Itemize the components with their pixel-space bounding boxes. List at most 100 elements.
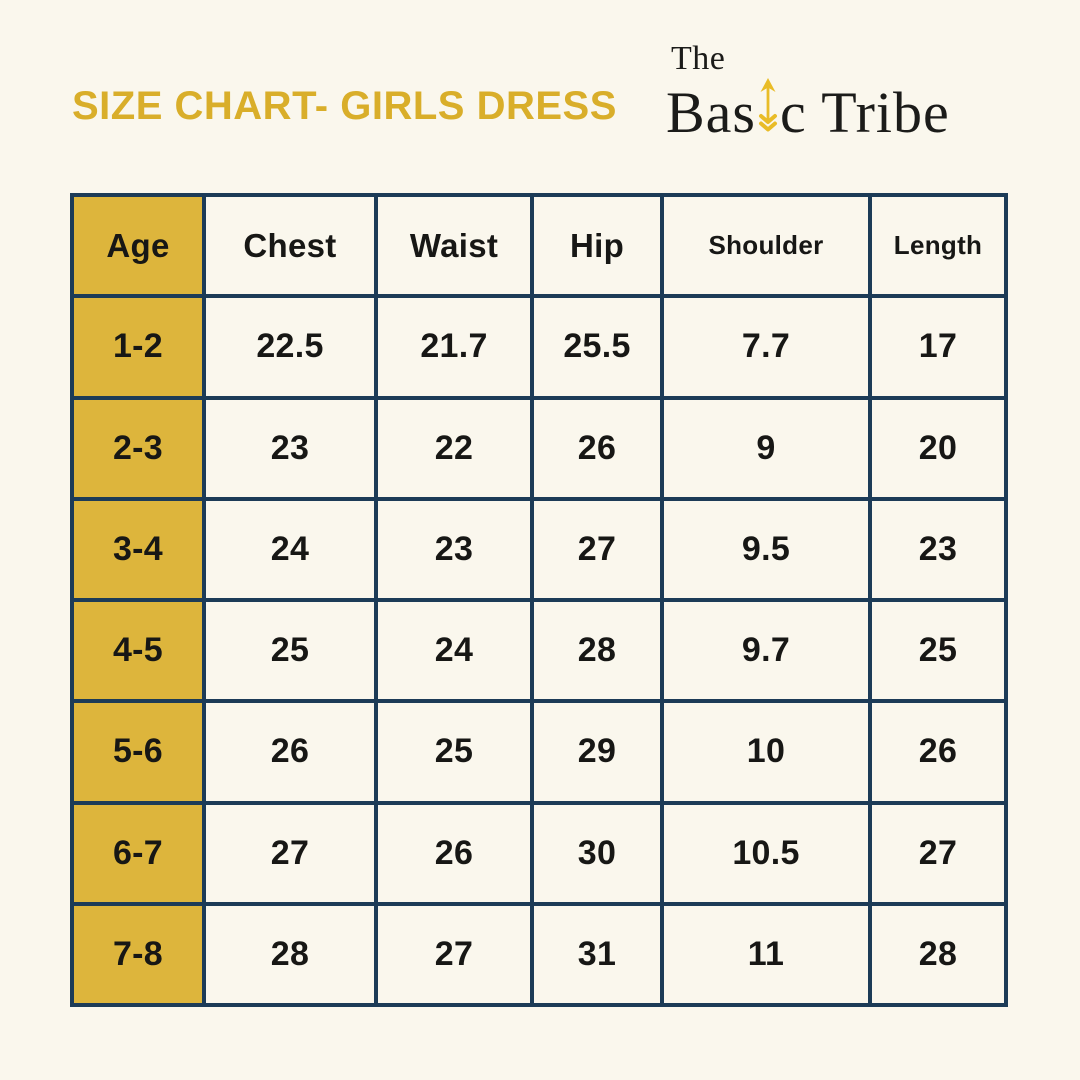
hip-cell: 27 — [534, 500, 660, 598]
length-value: 26 — [918, 732, 958, 771]
waist-cell: 22 — [378, 399, 530, 497]
age-value: 1-2 — [112, 327, 164, 366]
hip-cell: 30 — [534, 804, 660, 902]
hip-value: 31 — [577, 934, 617, 973]
chest-value: 25 — [270, 631, 310, 670]
header-age: Age — [74, 197, 202, 295]
hip-value: 30 — [577, 833, 617, 872]
waist-value: 24 — [434, 631, 474, 670]
hip-value: 28 — [577, 631, 617, 670]
shoulder-cell: 9 — [664, 399, 868, 497]
hip-value: 25.5 — [563, 327, 631, 366]
chest-cell: 22.5 — [206, 298, 374, 396]
shoulder-value: 11 — [747, 934, 785, 973]
header-shoulder-label: Shoulder — [708, 230, 824, 261]
up-arrow-icon — [759, 78, 777, 132]
age-value: 6-7 — [112, 833, 164, 872]
hip-cell: 26 — [534, 399, 660, 497]
waist-cell: 25 — [378, 703, 530, 801]
header-chest-label: Chest — [243, 226, 337, 264]
shoulder-value: 10 — [746, 732, 786, 771]
header-waist-label: Waist — [409, 226, 499, 264]
shoulder-cell: 9.5 — [664, 500, 868, 598]
brand-logo: The Bas c Tribe — [666, 40, 950, 143]
chest-cell: 26 — [206, 703, 374, 801]
waist-cell: 24 — [378, 602, 530, 700]
header-hip-label: Hip — [569, 226, 625, 264]
age-value: 3-4 — [112, 529, 164, 568]
waist-value: 26 — [434, 833, 474, 872]
brand-logo-the: The — [671, 40, 726, 77]
waist-cell: 27 — [378, 905, 530, 1003]
age-cell: 3-4 — [74, 500, 202, 598]
shoulder-cell: 10.5 — [664, 804, 868, 902]
header-hip: Hip — [534, 197, 660, 295]
chest-value: 26 — [270, 732, 310, 771]
shoulder-cell: 10 — [664, 703, 868, 801]
length-cell: 20 — [872, 399, 1004, 497]
waist-cell: 21.7 — [378, 298, 530, 396]
age-cell: 4-5 — [74, 602, 202, 700]
length-cell: 26 — [872, 703, 1004, 801]
length-cell: 25 — [872, 602, 1004, 700]
shoulder-value: 9.7 — [741, 631, 791, 670]
age-cell: 7-8 — [74, 905, 202, 1003]
age-value: 4-5 — [112, 631, 164, 670]
length-cell: 28 — [872, 905, 1004, 1003]
chest-value: 24 — [270, 529, 310, 568]
age-cell: 2-3 — [74, 399, 202, 497]
length-value: 27 — [918, 833, 958, 872]
hip-cell: 29 — [534, 703, 660, 801]
waist-value: 27 — [434, 934, 474, 973]
shoulder-value: 9.5 — [741, 529, 791, 568]
header-length-label: Length — [893, 230, 983, 261]
age-value: 5-6 — [112, 732, 164, 771]
header-age-label: Age — [106, 226, 170, 264]
length-cell: 27 — [872, 804, 1004, 902]
chest-value: 23 — [270, 428, 310, 467]
chest-cell: 24 — [206, 500, 374, 598]
shoulder-cell: 11 — [664, 905, 868, 1003]
waist-cell: 26 — [378, 804, 530, 902]
hip-cell: 28 — [534, 602, 660, 700]
waist-cell: 23 — [378, 500, 530, 598]
waist-value: 25 — [434, 732, 474, 771]
chest-value: 22.5 — [256, 327, 324, 366]
shoulder-cell: 9.7 — [664, 602, 868, 700]
hip-cell: 31 — [534, 905, 660, 1003]
age-value: 7-8 — [112, 934, 164, 973]
length-cell: 17 — [872, 298, 1004, 396]
length-value: 17 — [918, 327, 958, 366]
brand-logo-name: Bas c Tribe — [666, 78, 950, 143]
age-cell: 5-6 — [74, 703, 202, 801]
chest-cell: 23 — [206, 399, 374, 497]
chest-cell: 28 — [206, 905, 374, 1003]
length-value: 28 — [918, 934, 958, 973]
waist-value: 23 — [434, 529, 474, 568]
header-length: Length — [872, 197, 1004, 295]
chest-value: 28 — [270, 934, 310, 973]
age-cell: 6-7 — [74, 804, 202, 902]
brand-name-post: c Tribe — [780, 80, 950, 145]
size-table: Age Chest Waist Hip Shoulder Length 1-2 … — [70, 193, 1008, 1007]
length-cell: 23 — [872, 500, 1004, 598]
age-cell: 1-2 — [74, 298, 202, 396]
length-value: 25 — [918, 631, 958, 670]
shoulder-value: 10.5 — [732, 833, 800, 872]
hip-cell: 25.5 — [534, 298, 660, 396]
hip-value: 27 — [577, 529, 617, 568]
hip-value: 26 — [577, 428, 617, 467]
waist-value: 22 — [434, 428, 474, 467]
chest-value: 27 — [270, 833, 310, 872]
hip-value: 29 — [577, 732, 617, 771]
header-shoulder: Shoulder — [664, 197, 868, 295]
waist-value: 21.7 — [420, 327, 488, 366]
length-value: 20 — [918, 428, 958, 467]
chest-cell: 27 — [206, 804, 374, 902]
header-chest: Chest — [206, 197, 374, 295]
brand-name-pre: Bas — [666, 80, 756, 145]
chest-cell: 25 — [206, 602, 374, 700]
page-title: SIZE CHART- GIRLS DRESS — [72, 84, 617, 128]
header-waist: Waist — [378, 197, 530, 295]
